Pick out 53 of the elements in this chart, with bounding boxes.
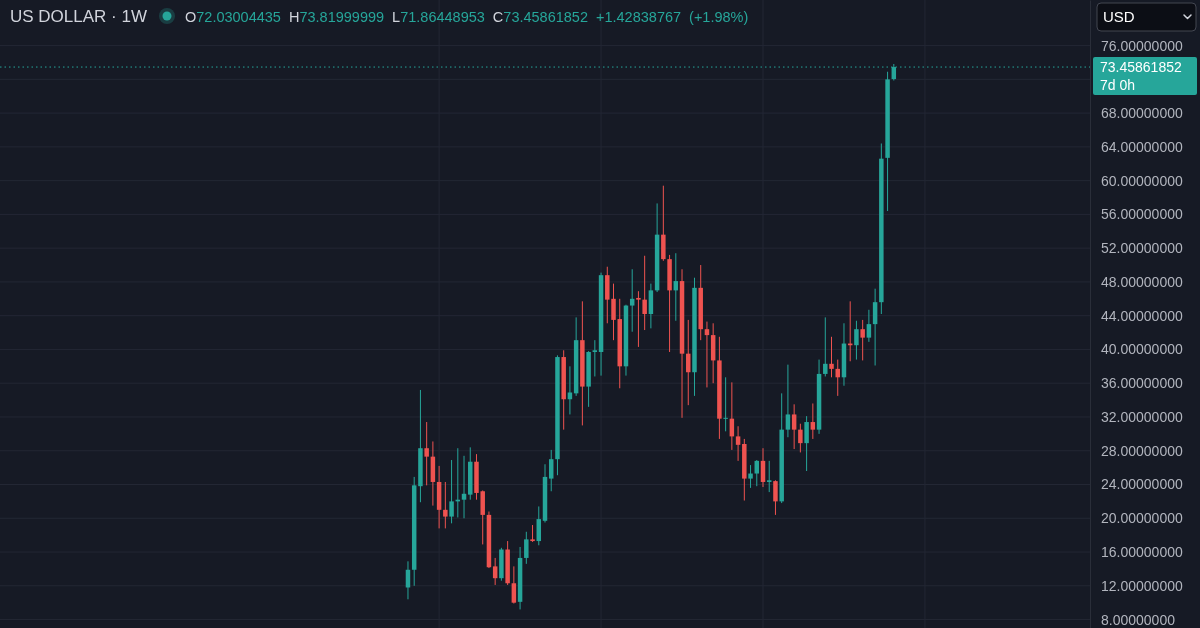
candlestick — [524, 531, 529, 565]
y-tick-label: 12.00000000 — [1101, 577, 1183, 594]
candlestick — [866, 309, 872, 343]
candlestick — [449, 459, 454, 524]
candlestick — [592, 339, 598, 377]
text: USD — [1103, 8, 1135, 25]
candlestick — [748, 464, 753, 489]
y-tick-label: 8.00000000 — [1101, 611, 1176, 628]
y-tick-label: 24.00000000 — [1101, 476, 1183, 493]
text: O72.03004435 H73.81999999 L71.86448953 C73.45861852 +1.42838767 (+1.98%) — [184, 9, 749, 25]
y-tick-label: 64.00000000 — [1101, 138, 1183, 155]
candlestick — [648, 283, 654, 329]
candlestick — [785, 364, 791, 438]
candlestick — [629, 268, 635, 333]
candlestick — [511, 565, 517, 605]
candlestick — [766, 460, 772, 493]
y-tick-label: 32.00000000 — [1101, 408, 1183, 425]
candlestick — [536, 505, 542, 546]
candlestick — [548, 449, 554, 492]
y-tick-label: 36.00000000 — [1101, 375, 1183, 392]
y-tick-label: 76.00000000 — [1101, 37, 1183, 54]
candlestick — [704, 321, 710, 388]
candlestick — [773, 479, 778, 516]
y-tick-label: 68.00000000 — [1101, 105, 1183, 122]
y-tick-label: 56.00000000 — [1101, 206, 1183, 223]
candlestick — [798, 423, 803, 453]
candlestick — [723, 376, 728, 432]
candlestick — [636, 290, 641, 348]
y-tick-label: 20.00000000 — [1101, 510, 1183, 527]
y-tick-label: 52.00000000 — [1101, 240, 1183, 257]
candlestick — [872, 288, 878, 366]
candlestick — [642, 255, 647, 331]
candlestick — [492, 557, 498, 586]
ref-line-label: 73.45861852 7d 0h — [1100, 59, 1182, 94]
candlestick — [791, 403, 797, 450]
candlestick — [804, 415, 809, 472]
chart-title: US DOLLAR · 1W — [10, 7, 147, 26]
candlestick — [829, 336, 834, 378]
y-tick-label: 60.00000000 — [1101, 172, 1183, 189]
y-tick-label: 44.00000000 — [1101, 307, 1183, 324]
candlestick — [443, 481, 448, 529]
candlestick — [424, 421, 429, 486]
candlestick — [754, 459, 760, 487]
candlestick — [823, 316, 828, 377]
candlestick — [860, 319, 865, 361]
y-tick-label: 48.00000000 — [1101, 273, 1183, 290]
candlestick — [461, 455, 467, 519]
y-tick-label: 40.00000000 — [1101, 341, 1183, 358]
candlestick — [810, 402, 816, 440]
y-tick-label: 16.00000000 — [1101, 544, 1183, 561]
candlestick — [854, 320, 859, 361]
candlestick — [735, 425, 741, 462]
y-tick-label: 28.00000000 — [1101, 442, 1183, 459]
